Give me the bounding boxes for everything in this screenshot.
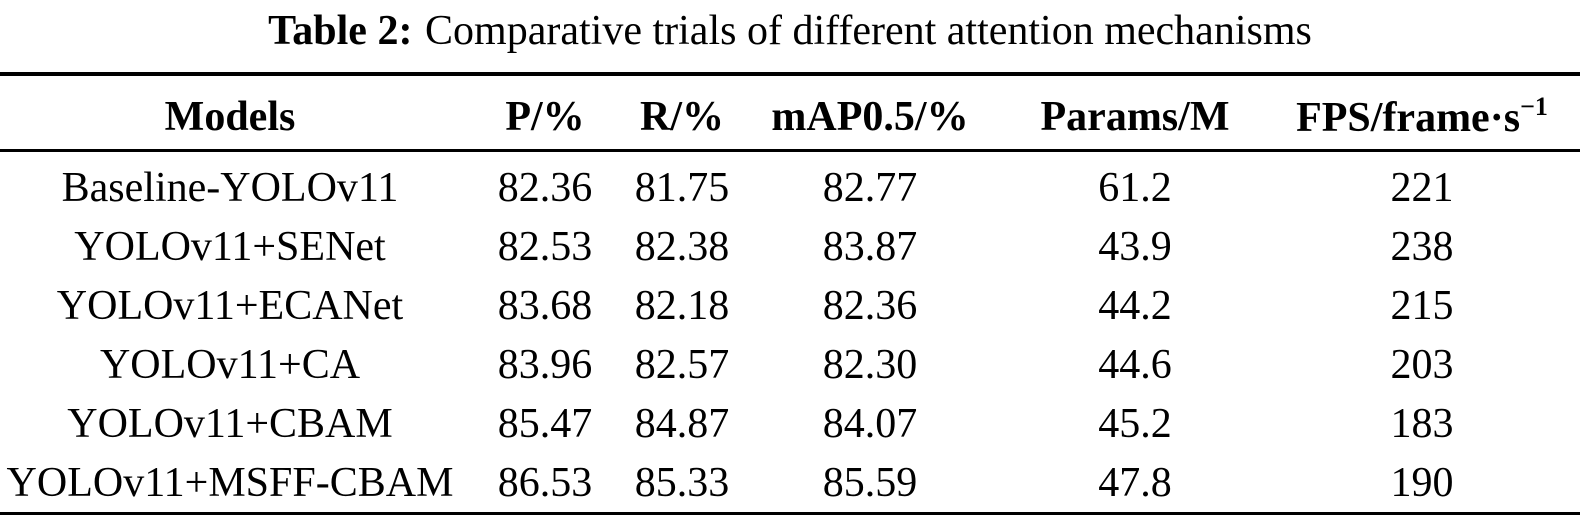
cell-recall: 81.75 xyxy=(634,164,730,211)
fps-header-superscript: −1 xyxy=(1520,92,1548,121)
cell-precision: 82.53 xyxy=(497,223,593,270)
cell-recall: 84.87 xyxy=(634,400,730,447)
cell-recall: 82.18 xyxy=(634,282,730,329)
column-header-params: Params/M xyxy=(1006,74,1264,152)
cell-fps: 215 xyxy=(1390,282,1454,329)
cell-recall: 82.38 xyxy=(634,223,730,270)
cell-model: YOLOv11+CBAM xyxy=(67,400,393,447)
table-header-row: Models P/% R/% mAP0.5/% Params/M FPS/fra… xyxy=(0,74,1580,152)
cell-params: 44.2 xyxy=(1098,282,1172,329)
cell-fps: 183 xyxy=(1390,400,1454,447)
cell-precision: 86.53 xyxy=(497,459,593,506)
table-caption: Table 2: Comparative trials of different… xyxy=(0,0,1580,62)
cell-precision: 83.96 xyxy=(497,341,593,388)
cell-map05: 82.30 xyxy=(822,341,918,388)
table-row: YOLOv11+ECANet 83.68 82.18 82.36 44.2 21… xyxy=(0,276,1580,335)
table-row: YOLOv11+CBAM 85.47 84.87 84.07 45.2 183 xyxy=(0,394,1580,453)
cell-recall: 82.57 xyxy=(634,341,730,388)
cell-recall: 85.33 xyxy=(634,459,730,506)
cell-params: 44.6 xyxy=(1098,341,1172,388)
cell-fps: 238 xyxy=(1390,223,1454,270)
table-caption-label: Table 2: xyxy=(268,8,413,54)
fps-header-base: FPS/frame·s xyxy=(1296,95,1521,141)
cell-model: YOLOv11+MSFF-CBAM xyxy=(6,459,454,506)
table-row: YOLOv11+MSFF-CBAM 86.53 85.33 85.59 47.8… xyxy=(0,453,1580,514)
results-table: Models P/% R/% mAP0.5/% Params/M FPS/fra… xyxy=(0,72,1580,515)
column-header-fps: FPS/frame·s−1 xyxy=(1264,74,1580,152)
cell-model: Baseline-YOLOv11 xyxy=(61,164,399,211)
cell-precision: 82.36 xyxy=(497,164,593,211)
cell-params: 47.8 xyxy=(1098,459,1172,506)
column-header-models: Models xyxy=(0,74,460,152)
cell-map05: 85.59 xyxy=(822,459,918,506)
cell-map05: 82.36 xyxy=(822,282,918,329)
cell-fps: 203 xyxy=(1390,341,1454,388)
column-header-map05: mAP0.5/% xyxy=(734,74,1006,152)
cell-fps: 221 xyxy=(1390,164,1454,211)
cell-params: 43.9 xyxy=(1098,223,1172,270)
column-header-recall: R/% xyxy=(630,74,734,152)
table-row: Baseline-YOLOv11 82.36 81.75 82.77 61.2 … xyxy=(0,151,1580,218)
cell-map05: 83.87 xyxy=(822,223,918,270)
cell-map05: 84.07 xyxy=(822,400,918,447)
table-row: YOLOv11+CA 83.96 82.57 82.30 44.6 203 xyxy=(0,335,1580,394)
cell-precision: 85.47 xyxy=(497,400,593,447)
cell-precision: 83.68 xyxy=(497,282,593,329)
table-row: YOLOv11+SENet 82.53 82.38 83.87 43.9 238 xyxy=(0,217,1580,276)
cell-params: 45.2 xyxy=(1098,400,1172,447)
cell-params: 61.2 xyxy=(1098,164,1172,211)
column-header-precision: P/% xyxy=(460,74,630,152)
cell-map05: 82.77 xyxy=(822,164,918,211)
table-caption-text: Comparative trials of different attentio… xyxy=(425,8,1312,54)
cell-model: YOLOv11+SENet xyxy=(74,223,386,270)
cell-fps: 190 xyxy=(1390,459,1454,506)
cell-model: YOLOv11+ECANet xyxy=(56,282,404,329)
cell-model: YOLOv11+CA xyxy=(99,341,361,388)
